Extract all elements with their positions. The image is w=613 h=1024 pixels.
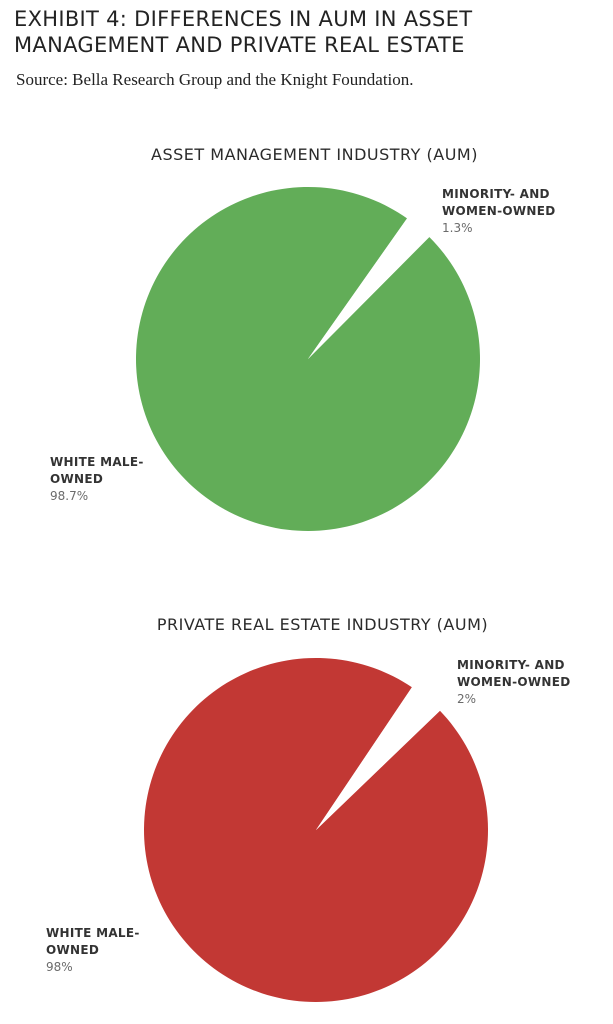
slice-label-line: OWNED bbox=[50, 472, 104, 486]
slice-label-line: WOMEN-OWNED bbox=[457, 675, 571, 689]
slice-label-line: MINORITY- AND bbox=[442, 187, 550, 201]
slice-value-label: 1.3% bbox=[442, 221, 473, 235]
source-note: Source: Bella Research Group and the Kni… bbox=[16, 70, 414, 89]
slice-label-white-male-owned: WHITE MALE- OWNED 98% bbox=[46, 925, 140, 976]
pie-slice-minority-women-owned bbox=[316, 683, 443, 830]
slice-label-white-male-owned: WHITE MALE- OWNED 98.7% bbox=[50, 454, 144, 505]
slice-value-label: 2% bbox=[457, 692, 477, 706]
chart-title-private-real-estate: PRIVATE REAL ESTATE INDUSTRY (AUM) bbox=[156, 615, 489, 634]
pie-slice-white-male-owned bbox=[135, 186, 480, 531]
exhibit-title-line-2: MANAGEMENT AND PRIVATE REAL ESTATE bbox=[14, 33, 465, 57]
slice-value-label: 98% bbox=[46, 960, 73, 974]
slice-label-line: WOMEN-OWNED bbox=[442, 204, 556, 218]
slice-label-line: OWNED bbox=[46, 943, 100, 957]
pie-slice-minority-women-owned bbox=[308, 215, 433, 359]
slice-label-line: MINORITY- AND bbox=[457, 658, 565, 672]
slice-label-minority-women-owned: MINORITY- AND WOMEN-OWNED 2% bbox=[457, 657, 571, 708]
exhibit-title: EXHIBIT 4: DIFFERENCES IN AUM IN ASSET M… bbox=[14, 6, 604, 58]
slice-label-line: WHITE MALE- bbox=[46, 926, 140, 940]
pie-slice-white-male-owned bbox=[144, 658, 489, 1003]
pie-chart-asset-management bbox=[135, 186, 480, 531]
slice-value-label: 98.7% bbox=[50, 489, 89, 503]
slice-label-line: WHITE MALE- bbox=[50, 455, 144, 469]
chart-title-asset-management: ASSET MANAGEMENT INDUSTRY (AUM) bbox=[151, 145, 478, 164]
exhibit-title-line-1: EXHIBIT 4: DIFFERENCES IN AUM IN ASSET bbox=[14, 7, 473, 31]
slice-label-minority-women-owned: MINORITY- AND WOMEN-OWNED 1.3% bbox=[442, 186, 556, 237]
